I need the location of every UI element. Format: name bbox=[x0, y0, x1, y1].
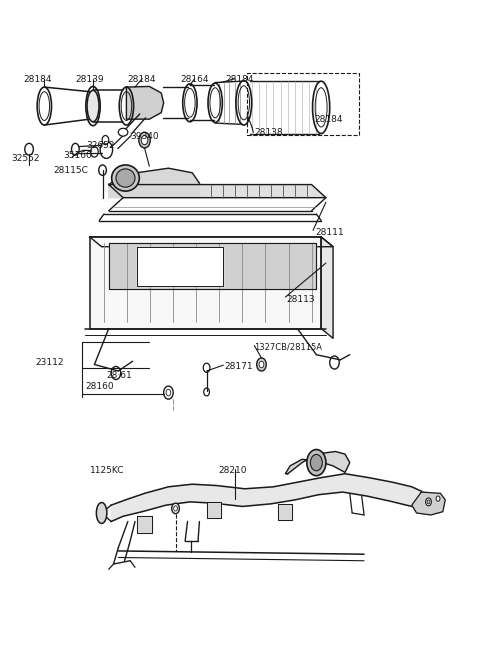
Text: 35160: 35160 bbox=[63, 150, 92, 160]
Text: 39340: 39340 bbox=[130, 132, 159, 141]
Text: 28113: 28113 bbox=[287, 294, 315, 304]
Circle shape bbox=[164, 386, 173, 399]
Polygon shape bbox=[90, 237, 321, 328]
Circle shape bbox=[141, 135, 148, 145]
Text: 28184: 28184 bbox=[23, 76, 51, 84]
Circle shape bbox=[102, 135, 109, 145]
Polygon shape bbox=[126, 87, 164, 119]
Circle shape bbox=[203, 363, 210, 373]
Ellipse shape bbox=[116, 169, 135, 187]
Circle shape bbox=[204, 388, 209, 396]
Text: 28139: 28139 bbox=[75, 76, 104, 84]
Text: 28·61: 28·61 bbox=[107, 371, 132, 380]
Text: 28160: 28160 bbox=[85, 382, 114, 390]
Circle shape bbox=[257, 358, 266, 371]
Polygon shape bbox=[206, 502, 221, 518]
Polygon shape bbox=[90, 237, 333, 247]
Text: 32552: 32552 bbox=[11, 154, 39, 163]
Text: 28210: 28210 bbox=[218, 466, 247, 475]
Ellipse shape bbox=[112, 165, 139, 191]
Text: 23112: 23112 bbox=[36, 358, 64, 367]
Polygon shape bbox=[137, 516, 152, 533]
Ellipse shape bbox=[72, 143, 79, 155]
Text: 28138: 28138 bbox=[254, 127, 283, 137]
Circle shape bbox=[330, 356, 339, 369]
Polygon shape bbox=[109, 185, 326, 198]
Ellipse shape bbox=[87, 91, 99, 122]
Circle shape bbox=[99, 165, 107, 175]
Ellipse shape bbox=[39, 92, 49, 120]
Ellipse shape bbox=[426, 498, 432, 506]
Polygon shape bbox=[278, 504, 292, 520]
Text: 1327CB/28115A: 1327CB/28115A bbox=[254, 342, 322, 351]
Circle shape bbox=[139, 132, 150, 148]
Polygon shape bbox=[321, 237, 333, 338]
Text: 28184: 28184 bbox=[314, 115, 342, 124]
Circle shape bbox=[25, 143, 34, 155]
Text: 28171: 28171 bbox=[225, 362, 253, 371]
Ellipse shape bbox=[436, 496, 440, 501]
Polygon shape bbox=[285, 451, 350, 474]
Polygon shape bbox=[412, 492, 445, 515]
Polygon shape bbox=[109, 244, 316, 289]
Text: 1125KC: 1125KC bbox=[90, 466, 124, 475]
Ellipse shape bbox=[311, 455, 323, 471]
Ellipse shape bbox=[96, 503, 107, 524]
Polygon shape bbox=[111, 474, 429, 522]
Circle shape bbox=[91, 147, 98, 157]
Text: 28164: 28164 bbox=[180, 76, 209, 84]
Text: 28111: 28111 bbox=[315, 228, 344, 237]
Polygon shape bbox=[137, 247, 223, 286]
Circle shape bbox=[111, 367, 120, 380]
Text: 32652: 32652 bbox=[86, 141, 115, 150]
Polygon shape bbox=[109, 168, 199, 198]
Text: 28184: 28184 bbox=[128, 76, 156, 84]
Text: 28184: 28184 bbox=[226, 76, 254, 84]
Ellipse shape bbox=[118, 128, 128, 136]
Circle shape bbox=[259, 361, 264, 368]
Bar bbox=[247, 74, 360, 135]
Circle shape bbox=[172, 503, 180, 514]
Circle shape bbox=[100, 141, 113, 158]
Ellipse shape bbox=[307, 449, 326, 476]
Ellipse shape bbox=[427, 500, 430, 504]
Ellipse shape bbox=[37, 87, 51, 125]
Text: 28115C: 28115C bbox=[53, 166, 88, 175]
Circle shape bbox=[166, 390, 171, 396]
